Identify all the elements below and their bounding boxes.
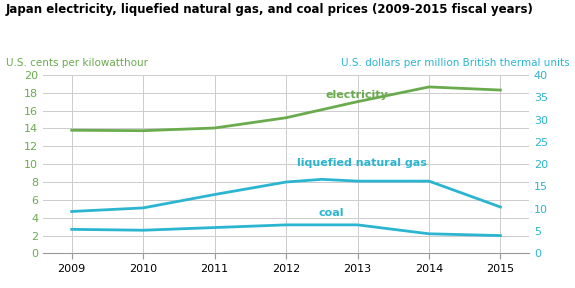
Text: U.S. cents per kilowatthour: U.S. cents per kilowatthour <box>6 58 148 68</box>
Text: liquefied natural gas: liquefied natural gas <box>297 158 427 168</box>
Text: coal: coal <box>318 208 344 218</box>
Text: U.S. dollars per million British thermal units: U.S. dollars per million British thermal… <box>340 58 569 68</box>
Text: electricity: electricity <box>325 90 388 100</box>
Text: Japan electricity, liquefied natural gas, and coal prices (2009-2015 fiscal year: Japan electricity, liquefied natural gas… <box>6 3 534 16</box>
